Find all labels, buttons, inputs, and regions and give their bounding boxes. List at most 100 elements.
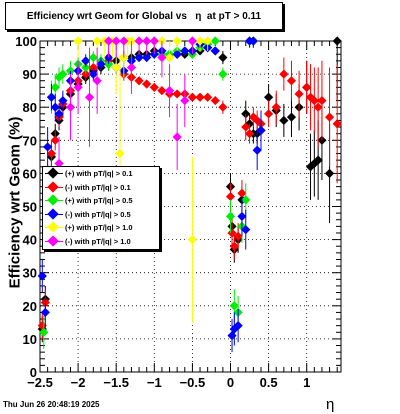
data-point: [218, 69, 228, 79]
x-tick-label: −2: [71, 375, 86, 390]
data-point: [317, 95, 327, 106]
data-point: [203, 36, 213, 46]
data-point: [252, 115, 262, 126]
data-point: [252, 145, 262, 155]
data-point: [157, 86, 167, 96]
y-tick-label: 100: [15, 34, 37, 49]
data-point: [271, 102, 281, 112]
legend-label: (-) with pT/|q| > 1.0: [65, 236, 131, 246]
data-point: [195, 36, 205, 46]
data-point: [248, 36, 258, 46]
data-point: [172, 36, 182, 46]
x-tick-label: −0.5: [180, 375, 206, 390]
y-tick-label: 40: [23, 233, 37, 248]
y-tick-label: 30: [23, 266, 37, 281]
x-axis-label: η: [326, 396, 335, 413]
data-point: [73, 82, 83, 92]
y-axis-label-box: Efficiency wrt Geom (%): [4, 92, 26, 312]
data-point: [81, 56, 91, 66]
data-point: [39, 327, 49, 337]
x-tick-label: −1: [147, 375, 162, 390]
data-point: [225, 191, 236, 202]
data-point: [172, 89, 182, 99]
legend-marker: [43, 208, 65, 221]
chart-title-box: Efficiency wrt Geom for Global vs η at p…: [5, 2, 283, 30]
data-point: [241, 122, 251, 132]
data-point: [134, 52, 144, 63]
data-point: [172, 132, 182, 142]
data-point: [332, 119, 342, 129]
data-point: [210, 95, 220, 106]
data-point: [58, 95, 68, 106]
data-point: [187, 36, 198, 46]
data-point: [111, 36, 121, 46]
data-point: [313, 155, 323, 165]
data-point: [195, 92, 205, 102]
data-point: [229, 301, 239, 311]
data-point: [180, 46, 190, 56]
legend-label: (-) with pT/|q| > 0.5: [65, 209, 131, 219]
data-point: [54, 109, 64, 119]
data-point: [229, 241, 239, 251]
data-point: [264, 92, 274, 102]
data-point: [92, 36, 102, 46]
chart-title: Efficiency wrt Geom for Global vs η at p…: [26, 11, 262, 22]
data-point: [134, 36, 144, 46]
data-point: [58, 69, 68, 79]
y-tick-label: 80: [23, 100, 37, 115]
y-tick-label: 10: [23, 332, 37, 347]
data-point: [241, 225, 251, 235]
data-point: [332, 36, 342, 46]
data-point: [256, 125, 266, 135]
data-point: [324, 112, 335, 122]
legend-label: (+) with pT/|q| > 0.5: [65, 196, 133, 206]
data-point: [227, 330, 237, 341]
data-point: [279, 115, 289, 126]
data-point: [142, 79, 152, 89]
data-point: [294, 89, 304, 99]
y-tick-label: 60: [23, 166, 37, 181]
data-point: [233, 321, 243, 331]
x-tick-label: 0.5: [260, 375, 278, 390]
data-point: [149, 36, 159, 46]
data-point: [92, 76, 102, 86]
data-point: [210, 46, 220, 56]
data-point: [241, 195, 251, 205]
legend-entry: (-) with pT/|q| > 0.5: [43, 208, 159, 222]
data-point: [313, 102, 323, 112]
data-point: [103, 52, 114, 63]
data-point: [46, 92, 57, 102]
x-tick-label: −2.5: [27, 375, 53, 390]
legend-marker: [43, 167, 65, 180]
data-point: [309, 158, 319, 169]
data-point: [46, 148, 57, 159]
data-point: [237, 188, 247, 198]
data-point: [225, 211, 236, 222]
data-point: [54, 72, 64, 83]
data-point: [264, 109, 274, 119]
y-axis-label: Efficiency wrt Geom (%): [6, 116, 24, 288]
data-point: [286, 112, 297, 122]
data-point: [157, 52, 167, 63]
data-point: [210, 36, 220, 46]
legend-marker: [43, 194, 65, 207]
legend-label: (+) with pT/|q| > 0.1: [65, 169, 133, 179]
data-point: [302, 82, 312, 92]
data-point: [164, 52, 175, 63]
legend-entry: (-) with pT/|q| > 1.0: [43, 235, 159, 249]
x-tick-label: 0: [227, 375, 234, 390]
legend-label: (+) with pT/|q| > 1.0: [65, 223, 133, 233]
legend: (+) with pT/|q| > 0.1 (-) with pT/|q| > …: [42, 166, 160, 250]
data-point: [88, 52, 98, 63]
data-point: [103, 36, 114, 46]
data-point: [309, 95, 319, 106]
data-point: [37, 271, 47, 281]
data-point: [180, 95, 190, 106]
data-point: [111, 62, 121, 73]
footer-date: Thu Jun 26 20:48:19 2025: [3, 400, 100, 409]
legend-entry: (+) with pT/|q| > 0.5: [43, 194, 159, 208]
y-tick-label: 20: [23, 299, 37, 314]
x-tick-label: 1: [303, 375, 310, 390]
y-tick-label: 0: [30, 365, 37, 380]
data-point: [119, 52, 129, 63]
